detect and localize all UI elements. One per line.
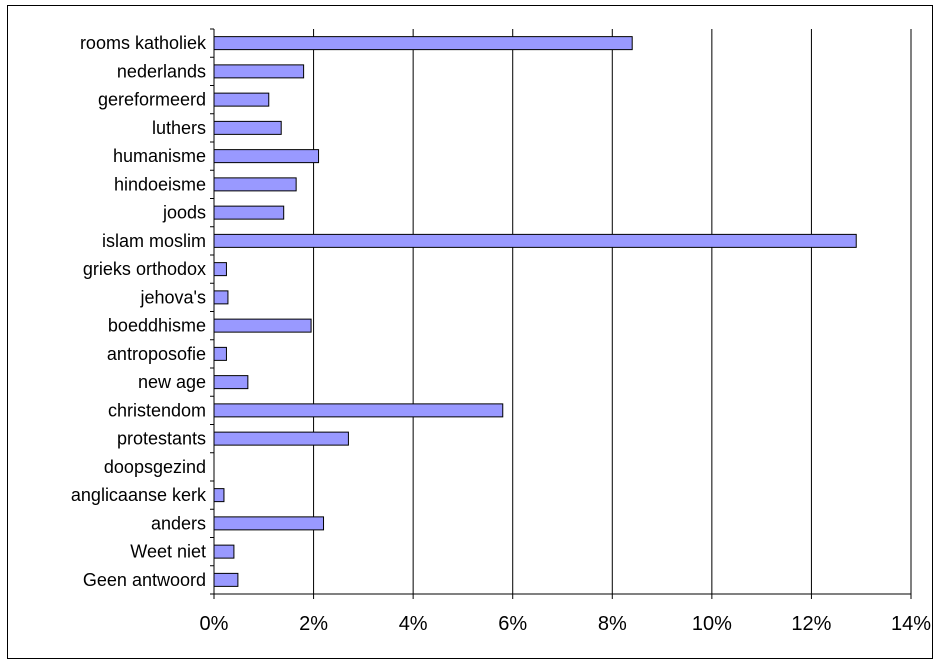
category-label: nederlands <box>117 61 206 81</box>
x-tick-label: 8% <box>598 613 627 635</box>
bar-3 <box>213 120 282 135</box>
x-tick-label: 4% <box>399 613 428 635</box>
category-label: christendom <box>108 400 206 420</box>
category-label: Geen antwoord <box>83 570 206 590</box>
chart-frame: 0% 2% 4% 6% 8% 10% 12% 14% rooms katholiek nederl… <box>7 5 933 659</box>
category-label: rooms katholiek <box>80 33 207 53</box>
bar-17 <box>213 516 325 531</box>
bar-0 <box>213 36 633 51</box>
category-label: joods <box>162 203 206 223</box>
bar-12 <box>213 375 249 390</box>
bar-1 <box>213 64 305 79</box>
x-tick-label: 6% <box>498 613 527 635</box>
bar-4 <box>213 149 320 164</box>
bar-13 <box>213 403 504 418</box>
bar-10 <box>213 318 312 333</box>
bar-18 <box>213 544 235 559</box>
category-label: luthers <box>152 118 206 138</box>
category-label: protestants <box>117 429 206 449</box>
x-tick-label: 14% <box>891 613 931 635</box>
category-label: hindoeisme <box>114 174 206 194</box>
bar-14 <box>213 431 349 446</box>
category-label: Weet niet <box>130 542 206 562</box>
bar-19 <box>213 572 239 587</box>
x-tick-label: 2% <box>299 613 328 635</box>
bar-chart: 0% 2% 4% 6% 8% 10% 12% 14% rooms katholiek nederl… <box>71 28 931 635</box>
bar-5 <box>213 177 297 192</box>
bar-16 <box>213 488 225 503</box>
x-tick-label: 10% <box>692 613 732 635</box>
x-tick-label: 0% <box>200 613 229 635</box>
category-label: islam moslim <box>102 231 206 251</box>
bar-6 <box>213 205 285 220</box>
category-label: boeddhisme <box>108 316 206 336</box>
category-label: grieks orthodox <box>83 259 206 279</box>
bar-11 <box>213 346 227 361</box>
category-label: anders <box>151 513 206 533</box>
category-label: jehova's <box>140 287 206 307</box>
x-tick-label: 12% <box>791 613 831 635</box>
bar-9 <box>213 290 229 305</box>
category-label: doopsgezind <box>104 457 206 477</box>
category-label: antroposofie <box>107 344 206 364</box>
category-label: humanisme <box>113 146 206 166</box>
bar-7 <box>213 233 857 248</box>
category-label: gereformeerd <box>98 90 206 110</box>
bar-2 <box>213 92 270 107</box>
category-label: new age <box>138 372 206 392</box>
category-label: anglicaanse kerk <box>71 485 207 505</box>
bar-8 <box>213 262 227 277</box>
